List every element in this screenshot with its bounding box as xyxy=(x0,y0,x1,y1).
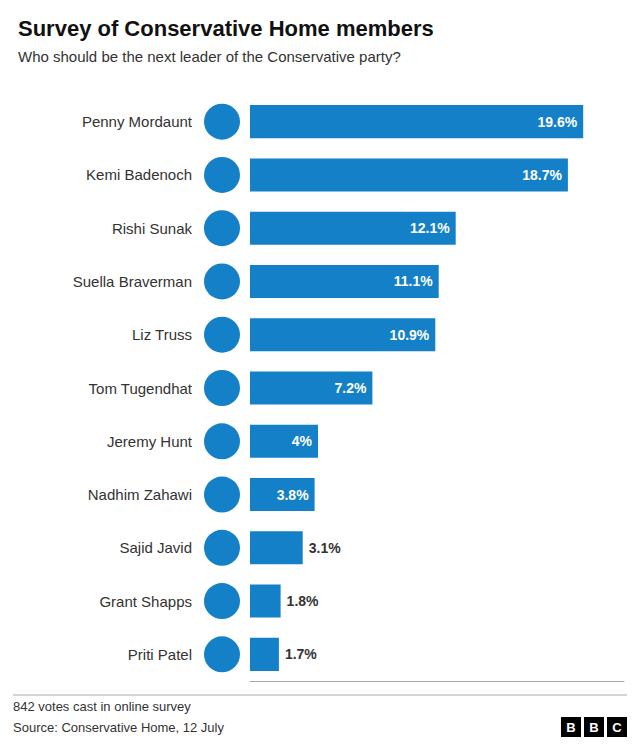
svg-text:Penny Mordaunt: Penny Mordaunt xyxy=(82,113,193,130)
svg-text:Rishi Sunak: Rishi Sunak xyxy=(112,220,193,237)
svg-text:Source: Conservative Home, 12: Source: Conservative Home, 12 July xyxy=(13,720,224,735)
svg-text:C: C xyxy=(612,720,622,735)
svg-text:Liz Truss: Liz Truss xyxy=(132,326,192,343)
svg-text:7.2%: 7.2% xyxy=(334,380,366,396)
svg-text:Tom Tugendhat: Tom Tugendhat xyxy=(89,380,193,397)
svg-text:B: B xyxy=(566,720,575,735)
svg-text:Suella Braverman: Suella Braverman xyxy=(73,273,192,290)
svg-text:4%: 4% xyxy=(292,433,313,449)
svg-text:Nadhim Zahawi: Nadhim Zahawi xyxy=(88,486,192,503)
svg-text:Who should be the next leader: Who should be the next leader of the Con… xyxy=(18,48,401,65)
svg-text:3.8%: 3.8% xyxy=(277,487,309,503)
svg-text:1.7%: 1.7% xyxy=(285,646,317,662)
svg-text:Survey of Conservative Home me: Survey of Conservative Home members xyxy=(18,16,434,41)
svg-text:Jeremy Hunt: Jeremy Hunt xyxy=(107,433,193,450)
svg-text:19.6%: 19.6% xyxy=(537,114,577,130)
svg-text:Priti Patel: Priti Patel xyxy=(128,646,192,663)
svg-text:Sajid Javid: Sajid Javid xyxy=(119,539,192,556)
svg-text:Kemi Badenoch: Kemi Badenoch xyxy=(86,166,192,183)
svg-text:11.1%: 11.1% xyxy=(394,273,433,289)
svg-text:10.9%: 10.9% xyxy=(390,327,430,343)
svg-text:18.7%: 18.7% xyxy=(522,167,562,183)
svg-text:842 votes cast in online surve: 842 votes cast in online survey xyxy=(13,699,191,714)
svg-text:Grant Shapps: Grant Shapps xyxy=(99,593,192,610)
svg-text:1.8%: 1.8% xyxy=(287,593,319,609)
svg-text:3.1%: 3.1% xyxy=(309,540,341,556)
svg-text:12.1%: 12.1% xyxy=(410,220,450,236)
svg-text:B: B xyxy=(589,720,598,735)
